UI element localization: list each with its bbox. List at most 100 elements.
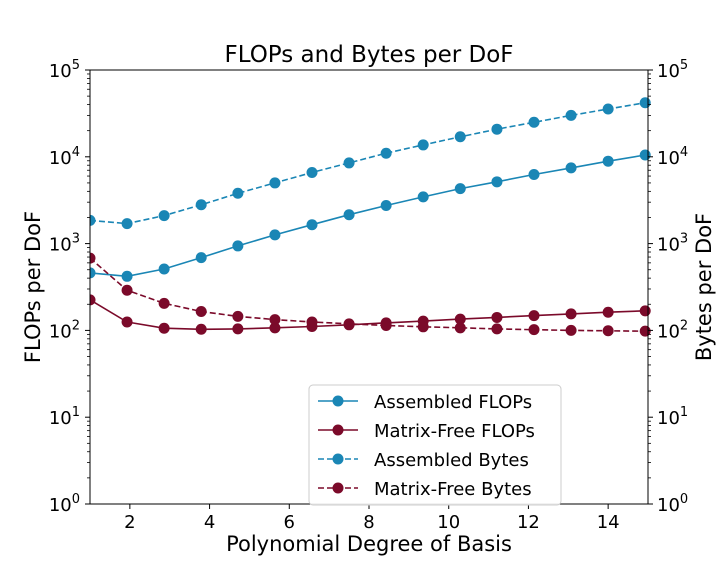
y-tick-label-right: 104 <box>657 145 688 169</box>
y-tick-label-left: 102 <box>49 318 80 342</box>
data-point-assembled-flops <box>90 267 96 279</box>
data-point-matrix-free-flops <box>639 305 651 317</box>
series-line-matrix-free-bytes <box>90 257 646 332</box>
data-point-matrix-free-flops <box>565 308 577 320</box>
y-tick-label-left: 103 <box>49 232 80 256</box>
data-point-assembled-bytes <box>528 116 540 128</box>
legend-label-matrix-free-bytes: Matrix-Free Bytes <box>374 479 532 500</box>
data-point-matrix-free-flops <box>454 313 466 325</box>
x-tick-label: 10 <box>437 512 460 533</box>
y-tick-label-left: 101 <box>49 405 80 429</box>
data-point-assembled-flops <box>380 199 392 211</box>
x-tick-label: 14 <box>597 512 620 533</box>
data-point-matrix-free-bytes <box>343 318 355 330</box>
legend-label-assembled-bytes: Assembled Bytes <box>374 450 529 471</box>
x-tick-label: 8 <box>363 512 374 533</box>
series-matrix-free-bytes <box>90 252 651 337</box>
x-tick-label: 12 <box>517 512 540 533</box>
data-point-matrix-free-bytes <box>528 324 540 336</box>
series-line-assembled-bytes <box>90 101 646 225</box>
x-tick-label: 6 <box>284 512 295 533</box>
series-assembled-bytes <box>90 97 651 230</box>
data-point-assembled-flops <box>565 162 577 174</box>
legend-marker-assembled-bytes <box>332 453 344 465</box>
data-point-matrix-free-bytes <box>602 325 614 337</box>
data-point-matrix-free-bytes <box>121 284 133 296</box>
data-point-assembled-bytes <box>90 214 96 226</box>
x-tick-label: 2 <box>124 512 135 533</box>
data-point-matrix-free-flops <box>602 306 614 318</box>
data-point-matrix-free-bytes <box>417 321 429 333</box>
data-point-matrix-free-flops <box>269 322 281 334</box>
data-point-assembled-bytes <box>195 199 207 211</box>
data-point-assembled-flops <box>491 176 503 188</box>
y-axis-label-right: Bytes per DoF <box>692 213 716 361</box>
data-point-matrix-free-flops <box>195 323 207 335</box>
data-point-assembled-bytes <box>158 210 170 222</box>
data-point-matrix-free-bytes <box>491 323 503 335</box>
y-tick-label-left: 100 <box>49 492 80 516</box>
data-point-assembled-flops <box>602 155 614 167</box>
data-point-assembled-flops <box>306 219 318 231</box>
legend-marker-assembled-flops <box>332 395 344 407</box>
legend-box <box>308 384 562 506</box>
data-point-assembled-flops <box>195 252 207 264</box>
data-point-matrix-free-flops <box>232 323 244 335</box>
data-point-assembled-flops <box>454 183 466 195</box>
x-tick-label: 4 <box>204 512 215 533</box>
y-tick-label-left: 105 <box>49 58 80 82</box>
data-point-matrix-free-flops <box>90 294 96 306</box>
data-point-matrix-free-flops <box>121 316 133 328</box>
data-point-matrix-free-bytes <box>90 252 96 264</box>
plot-layer <box>90 97 651 337</box>
data-point-assembled-bytes <box>306 166 318 178</box>
data-point-assembled-flops <box>417 191 429 203</box>
data-point-matrix-free-bytes <box>380 319 392 331</box>
data-point-assembled-bytes <box>417 139 429 151</box>
data-point-assembled-bytes <box>491 123 503 135</box>
chart-title: FLOPs and Bytes per DoF <box>224 42 513 68</box>
data-point-matrix-free-bytes <box>195 306 207 318</box>
data-point-matrix-free-bytes <box>232 310 244 322</box>
x-axis-label: Polynomial Degree of Basis <box>226 532 512 556</box>
data-point-assembled-flops <box>232 240 244 252</box>
data-point-assembled-flops <box>343 209 355 221</box>
data-point-assembled-bytes <box>602 103 614 115</box>
legend-label-matrix-free-flops: Matrix-Free FLOPs <box>374 421 535 442</box>
data-point-assembled-bytes <box>565 109 577 121</box>
data-point-matrix-free-bytes <box>158 297 170 309</box>
data-point-assembled-bytes <box>454 131 466 143</box>
legend-marker-matrix-free-flops <box>332 424 344 436</box>
data-point-assembled-bytes <box>232 187 244 199</box>
legend-marker-matrix-free-bytes <box>332 482 344 494</box>
data-point-matrix-free-bytes <box>454 322 466 334</box>
data-point-matrix-free-flops <box>528 310 540 322</box>
legend-label-assembled-flops: Assembled FLOPs <box>374 392 532 413</box>
data-point-matrix-free-bytes <box>565 324 577 336</box>
data-point-matrix-free-flops <box>158 322 170 334</box>
data-point-matrix-free-bytes <box>269 314 281 326</box>
y-tick-label-right: 102 <box>657 318 688 342</box>
y-tick-label-right: 100 <box>657 492 688 516</box>
series-assembled-flops <box>90 149 651 282</box>
data-point-assembled-flops <box>121 270 133 282</box>
data-point-assembled-bytes <box>269 177 281 189</box>
data-point-matrix-free-flops <box>491 311 503 323</box>
data-point-assembled-flops <box>639 149 651 161</box>
data-point-assembled-bytes <box>121 218 133 230</box>
data-point-assembled-bytes <box>639 97 651 109</box>
data-point-assembled-flops <box>158 263 170 275</box>
y-tick-label-left: 104 <box>49 145 80 169</box>
data-point-assembled-flops <box>528 169 540 181</box>
legend-items: Assembled FLOPs Matrix-Free FLOPs Assemble… <box>318 392 535 500</box>
data-point-matrix-free-bytes <box>306 316 318 328</box>
legend: Assembled FLOPs Matrix-Free FLOPs Assemble… <box>308 384 562 506</box>
data-point-assembled-bytes <box>343 157 355 169</box>
ticks-layer: 2 4 6 8 10 12 14 100 100 101 101 102 102 103 103 104 104… <box>49 58 688 533</box>
series-line-assembled-flops <box>90 154 646 278</box>
data-point-assembled-flops <box>269 229 281 241</box>
data-point-assembled-bytes <box>380 147 392 159</box>
data-point-matrix-free-bytes <box>639 325 651 337</box>
y-axis-label-left: FLOPs per DoF <box>21 211 45 363</box>
